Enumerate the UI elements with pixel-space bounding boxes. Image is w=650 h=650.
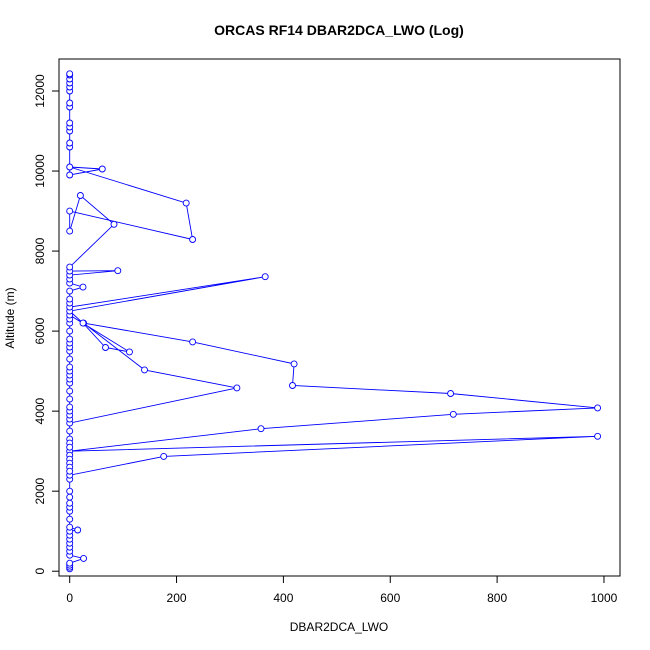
data-point	[233, 384, 241, 392]
data-point	[66, 287, 74, 295]
data-point	[66, 263, 74, 271]
data-point	[449, 410, 457, 418]
data-point	[261, 273, 269, 281]
data-point	[66, 493, 74, 501]
y-tick-label: 12000	[33, 74, 47, 108]
y-tick-label: 0	[33, 568, 47, 575]
data-point	[447, 390, 455, 397]
data-point	[66, 171, 74, 179]
y-tick-label: 4000	[33, 397, 47, 424]
data-point	[66, 559, 74, 567]
data-point	[79, 283, 87, 291]
data-point	[74, 526, 82, 534]
x-axis-label: DBAR2DCA_LWO	[290, 620, 388, 634]
data-point	[189, 338, 197, 346]
data-point	[189, 236, 197, 243]
data-point	[257, 425, 265, 433]
data-point	[66, 395, 74, 403]
y-tick-label: 10000	[33, 154, 47, 188]
data-point	[66, 443, 74, 451]
plot-frame	[58, 58, 621, 577]
data-point	[66, 227, 74, 235]
chart-title: ORCAS RF14 DBAR2DCA_LWO (Log)	[214, 22, 464, 38]
x-tick-label: 0	[66, 591, 73, 605]
data-point	[110, 220, 118, 228]
x-tick-label: 1000	[591, 591, 618, 605]
data-point	[289, 382, 296, 389]
data-point	[66, 427, 74, 435]
data-point	[114, 267, 122, 275]
data-point	[141, 366, 148, 374]
data-point	[66, 327, 74, 335]
y-tick-label: 2000	[33, 477, 47, 504]
data-point	[66, 99, 74, 107]
data-point	[76, 192, 84, 199]
data-point	[66, 387, 74, 395]
x-axis: 0 200 400 600 800 1000	[66, 575, 618, 605]
data-point	[66, 363, 74, 371]
data-point	[66, 70, 74, 78]
data-point	[66, 355, 74, 363]
data-point	[594, 404, 602, 412]
data-point	[126, 348, 133, 356]
data-point	[80, 554, 88, 562]
y-axis-label: Altitude (m)	[3, 287, 17, 348]
data-point	[160, 452, 168, 460]
data-point	[79, 319, 87, 327]
data-point	[102, 344, 109, 351]
x-tick-label: 400	[273, 591, 293, 605]
data-point	[66, 163, 74, 171]
data-point	[66, 523, 74, 531]
data-point	[66, 515, 74, 523]
data-point	[66, 499, 74, 507]
data-point	[66, 207, 74, 215]
y-axis: 0 2000 4000 6000 8000 10000 12000	[33, 74, 60, 575]
x-tick-label: 200	[167, 591, 187, 605]
data-point	[66, 403, 74, 411]
data-point	[66, 295, 74, 303]
data-point	[66, 139, 74, 147]
data-point	[98, 165, 106, 173]
series-line	[68, 73, 598, 569]
data-point	[66, 487, 74, 495]
x-tick-label: 600	[380, 591, 400, 605]
y-tick-label: 6000	[33, 317, 47, 344]
data-point	[182, 199, 190, 207]
data-point	[594, 432, 602, 440]
y-tick-label: 8000	[33, 237, 47, 264]
data-point	[290, 360, 298, 368]
data-point	[66, 467, 74, 475]
data-point	[66, 335, 74, 343]
data-point	[66, 119, 74, 127]
series-layer	[66, 70, 602, 573]
x-tick-label: 800	[487, 591, 507, 605]
